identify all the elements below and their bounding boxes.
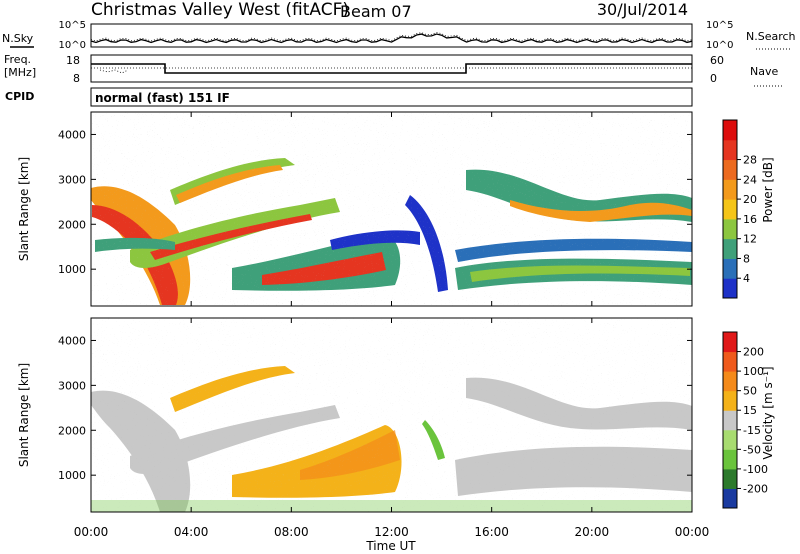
power-colorbar-segment — [723, 159, 737, 180]
power-colorbar-tick-label: 16 — [743, 213, 757, 226]
velocity-colorbar-tick-label: -15 — [743, 424, 761, 437]
cpid-label: CPID — [5, 90, 34, 103]
power-colorbar-segment — [723, 218, 737, 240]
noise-left-tick-top: 10^5 — [59, 20, 86, 31]
x-tick-label: 00:00 — [74, 525, 109, 539]
freq-label-1: Freq. — [4, 53, 31, 66]
freq-tick-bottom: 8 — [73, 72, 80, 85]
noise-sky-trace — [90, 33, 693, 44]
noise-left-tick-bottom: 10^0 — [59, 40, 86, 51]
power-colorbar-tick-label: 4 — [743, 272, 750, 285]
nave-tick-bottom: 0 — [710, 72, 717, 85]
power-colorbar-tick-label: 28 — [743, 154, 757, 167]
x-axis-label: Time UT — [365, 539, 416, 553]
velocity-colorbar-segment — [723, 468, 737, 489]
velocity-colorbar-label: Velocity [m s⁻¹] — [761, 366, 775, 459]
velocity-colorbar-tick-label: -100 — [743, 463, 768, 476]
power-colorbar-segment — [723, 278, 737, 299]
velocity-colorbar-segment — [723, 488, 737, 509]
nave-trace-early — [99, 69, 129, 74]
nave-tick-top: 60 — [710, 54, 724, 67]
noise-right-label: N.Search — [746, 30, 796, 43]
velocity-colorbar-segment — [723, 449, 737, 470]
velocity-y-tick-label: 2000 — [58, 424, 86, 437]
velocity-colorbar-frame — [722, 331, 738, 509]
velocity-colorbar-segment — [723, 390, 737, 411]
velocity-colorbar: 200 100 50 15 -15 -50 -100 -200 — [722, 331, 768, 509]
noise-right-tick-bottom: 10^0 — [706, 40, 733, 51]
power-colorbar-tick-label: 8 — [743, 252, 750, 265]
x-tick-label: 16:00 — [474, 525, 509, 539]
power-colorbar-tick-label: 20 — [743, 193, 757, 206]
velocity-ylabel: Slant Range [km] — [17, 363, 31, 467]
power-speckle — [91, 112, 692, 306]
cpid-mode: normal (fast) 151 IF — [95, 91, 230, 105]
velocity-colorbar-tick-label: 100 — [743, 365, 764, 378]
velocity-colorbar-tick-label: 200 — [743, 346, 764, 359]
noise-panel-frame — [90, 23, 693, 48]
cpid-panel-frame — [90, 87, 693, 107]
freq-trace — [91, 63, 692, 74]
velocity-colorbar-tick-label: 15 — [743, 404, 757, 417]
power-colorbar-segment — [723, 120, 737, 141]
velocity-colorbar-tick-label: -50 — [743, 443, 761, 456]
x-tick-labels: 00:00 04:00 08:00 12:00 16:00 20:00 00:00 — [74, 525, 710, 539]
power-colorbar-segment — [723, 139, 737, 161]
power-colorbar-segment — [723, 179, 737, 200]
velocity-x-ticks — [90, 318, 693, 512]
date-label: 30/Jul/2014 — [597, 0, 688, 19]
power-ylabel: Slant Range [km] — [17, 157, 31, 261]
x-tick-label: 08:00 — [274, 525, 309, 539]
x-tick-label: 04:00 — [174, 525, 209, 539]
power-colorbar: 4 8 12 16 20 24 28 — [722, 119, 757, 299]
velocity-colorbar-segment — [723, 332, 737, 353]
power-heatmap — [91, 112, 692, 306]
velocity-y-tick-label: 4000 — [58, 334, 86, 347]
velocity-colorbar-segment — [723, 371, 737, 392]
power-y-tick-label: 4000 — [58, 128, 86, 141]
velocity-colorbar-segment — [723, 351, 737, 372]
power-y-tick-label: 2000 — [58, 218, 86, 231]
power-colorbar-segment — [723, 238, 737, 259]
radar-title: Christmas Valley West (fitACF) — [91, 0, 349, 20]
power-y-tick-label: 1000 — [58, 263, 86, 276]
power-colorbar-tick-label: 12 — [743, 233, 757, 246]
beam-label: Beam 07 — [340, 2, 412, 21]
noise-left-label: N.Sky — [2, 32, 34, 45]
power-y-tick-label: 3000 — [58, 173, 86, 186]
power-colorbar-segment — [723, 199, 737, 220]
velocity-colorbar-tick-label: 50 — [743, 385, 757, 398]
power-x-ticks — [90, 112, 693, 306]
x-tick-label: 20:00 — [575, 525, 610, 539]
x-tick-label: 12:00 — [374, 525, 409, 539]
velocity-colorbar-segment — [723, 429, 737, 450]
power-colorbar-tick-label: 24 — [743, 173, 757, 186]
noise-right-tick-top: 10^5 — [706, 20, 733, 31]
power-colorbar-label: Power [dB] — [761, 157, 775, 222]
velocity-speckle — [91, 318, 692, 512]
power-y-ticks: 1000 2000 3000 4000 — [58, 128, 692, 276]
velocity-y-ticks: 1000 2000 3000 4000 — [58, 334, 692, 482]
nave-label: Nave — [750, 65, 778, 78]
velocity-colorbar-segment — [723, 410, 737, 431]
velocity-heatmap — [91, 318, 692, 512]
freq-label-2: [MHz] — [4, 66, 36, 79]
x-tick-label: 00:00 — [675, 525, 710, 539]
noise-search-trace — [90, 32, 693, 42]
velocity-y-tick-label: 3000 — [58, 379, 86, 392]
power-colorbar-frame — [722, 119, 738, 299]
velocity-y-tick-label: 1000 — [58, 469, 86, 482]
freq-tick-top: 18 — [66, 54, 80, 67]
velocity-colorbar-tick-label: -200 — [743, 482, 768, 495]
freq-panel-frame — [90, 54, 693, 83]
power-colorbar-segment — [723, 258, 737, 279]
